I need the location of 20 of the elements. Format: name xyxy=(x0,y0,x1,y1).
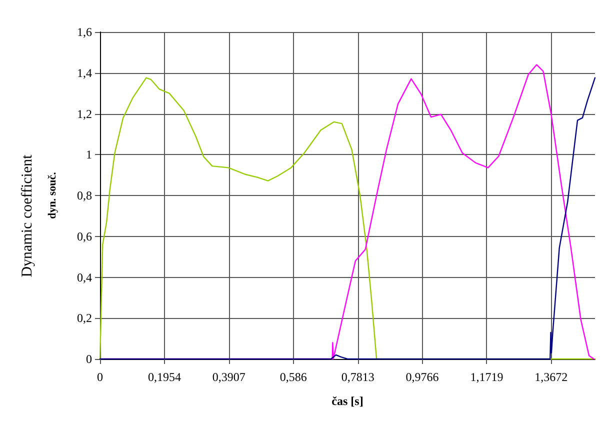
y-tick-label: 1,4 xyxy=(77,66,92,80)
x-tick-label: 0,3907 xyxy=(212,370,246,384)
y-tick-label: 0,6 xyxy=(77,229,92,244)
y-tick-label: 1,6 xyxy=(77,25,92,39)
x-axis-title: čas [s] xyxy=(332,394,364,408)
y-tick-label: 1,2 xyxy=(77,106,92,121)
x-tick-label: 1,3672 xyxy=(534,370,568,384)
y-tick-label: 0,2 xyxy=(77,311,92,326)
y-tick-label: 0,4 xyxy=(77,270,92,284)
x-tick-label: 0 xyxy=(97,370,103,384)
y-tick-label: 0 xyxy=(86,352,92,366)
text: Dynamic coefficient xyxy=(20,154,36,278)
x-tick-label: 0,9766 xyxy=(406,370,439,384)
y-axis-title: dyn. souč. xyxy=(46,172,58,219)
y-tick-label: 0,8 xyxy=(77,188,92,202)
x-tick-label: 0,586 xyxy=(280,370,307,384)
x-tick-label: 0,1954 xyxy=(148,370,181,384)
x-tick-label: 1,1719 xyxy=(470,370,504,384)
y-tick-label: 1 xyxy=(86,148,92,162)
x-tick-label: 0,7813 xyxy=(341,370,374,384)
